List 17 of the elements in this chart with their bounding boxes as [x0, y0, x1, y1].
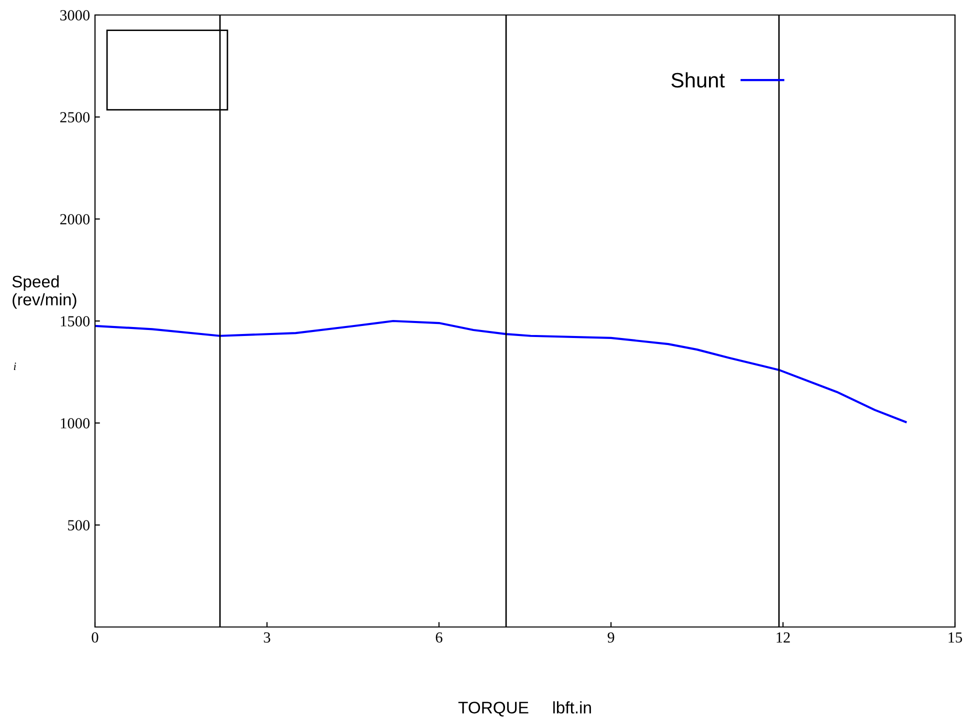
y-tick-label: 2500	[60, 112, 90, 122]
y-tick-label: 3000	[60, 10, 90, 20]
x-tick-label: 9	[608, 632, 614, 643]
x-axis-title: TORQUE lbft.in	[458, 701, 591, 716]
y-tick-label: 2000	[60, 214, 90, 224]
x-tick-label: 15	[948, 632, 962, 643]
text: i	[14, 362, 16, 370]
x-tick-label: 6	[436, 632, 442, 643]
legend-label: Shunt	[671, 72, 725, 88]
y-tick-label: 1500	[60, 316, 90, 326]
x-tick-label: 0	[92, 632, 98, 643]
y-axis-title: Speed (rev/min)	[12, 275, 76, 309]
x-tick-label: 3	[264, 632, 270, 643]
x-tick-label: 12	[776, 632, 790, 642]
line-series	[95, 320, 907, 424]
y-tick-label: 1000	[60, 418, 90, 428]
y-tick-label: 500	[68, 520, 90, 530]
